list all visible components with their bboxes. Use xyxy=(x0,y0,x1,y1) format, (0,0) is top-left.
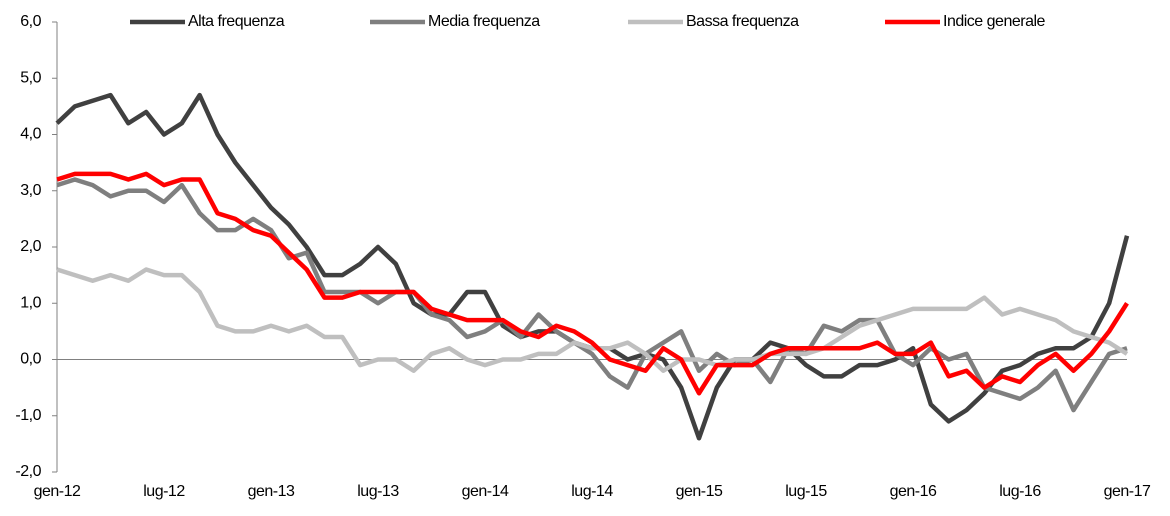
y-tick-label: 2,0 xyxy=(20,238,41,255)
x-tick-label: lug-12 xyxy=(143,483,185,500)
series-line xyxy=(56,267,1129,373)
y-tick-label: 0,0 xyxy=(20,351,41,368)
x-tick-label: gen-14 xyxy=(462,483,509,500)
y-tick-label: 5,0 xyxy=(20,69,41,86)
legend-label: Indice generale xyxy=(943,13,1046,30)
series-line xyxy=(55,92,1130,441)
y-tick-label: -1,0 xyxy=(15,407,41,424)
x-tick-label: gen-12 xyxy=(34,483,81,500)
x-tick-label: lug-15 xyxy=(785,483,827,500)
x-tick-label: lug-16 xyxy=(999,483,1041,500)
series-line xyxy=(56,171,1129,396)
y-tick-label: 1,0 xyxy=(20,294,41,311)
y-tick-label: 6,0 xyxy=(20,13,41,30)
y-tick-label: 3,0 xyxy=(20,182,41,199)
y-tick-label: 4,0 xyxy=(20,126,41,143)
x-tick-label: lug-13 xyxy=(357,483,399,500)
legend-label: Bassa frequenza xyxy=(686,13,799,30)
x-tick-label: gen-13 xyxy=(248,483,295,500)
series-line xyxy=(56,177,1128,413)
legend-label: Alta frequenza xyxy=(188,13,285,30)
y-tick-label: -2,0 xyxy=(15,463,41,480)
x-tick-label: lug-14 xyxy=(571,483,613,500)
legend-label: Media frequenza xyxy=(428,13,540,30)
x-tick-label: gen-15 xyxy=(676,483,723,500)
x-tick-label: gen-16 xyxy=(890,483,937,500)
x-tick-label: gen-17 xyxy=(1104,483,1151,500)
